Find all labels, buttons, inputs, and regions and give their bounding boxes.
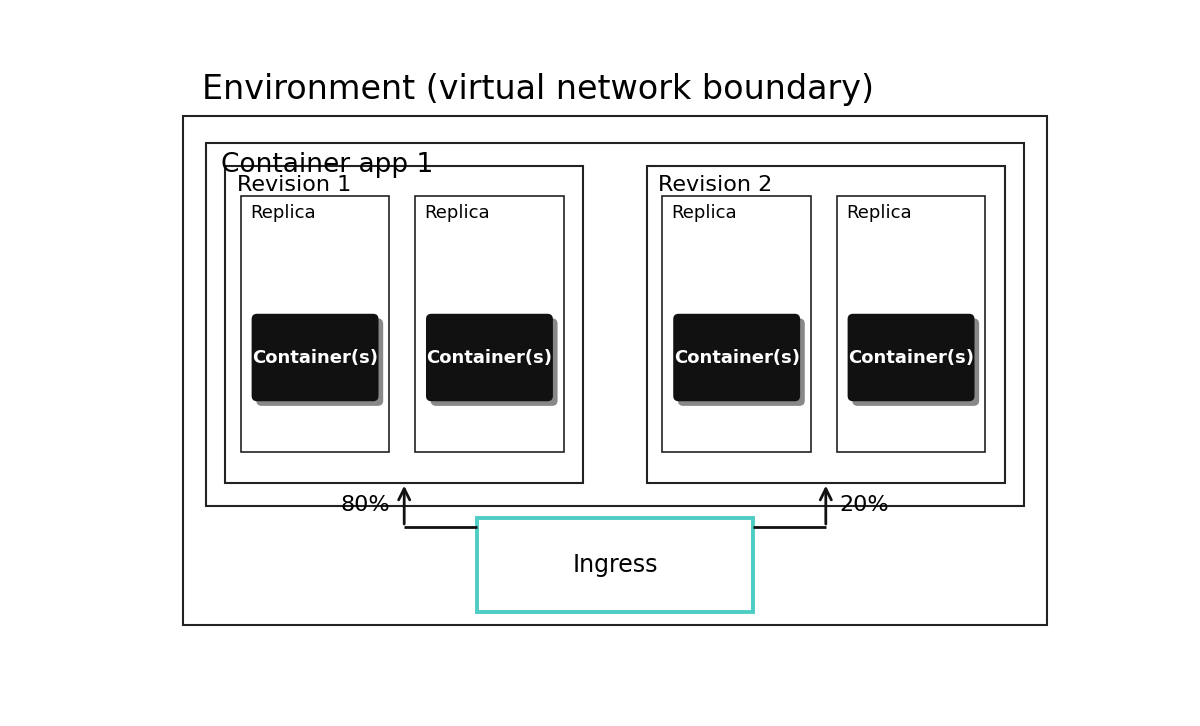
FancyBboxPatch shape — [673, 314, 800, 401]
Bar — [206, 142, 1025, 506]
Bar — [415, 197, 564, 452]
FancyBboxPatch shape — [852, 319, 979, 406]
Bar — [226, 166, 583, 483]
Text: Replica: Replica — [846, 204, 912, 222]
Text: Container app 1: Container app 1 — [221, 152, 433, 178]
FancyBboxPatch shape — [431, 319, 558, 406]
FancyBboxPatch shape — [847, 314, 974, 401]
Text: Replica: Replica — [425, 204, 490, 222]
Text: 80%: 80% — [341, 495, 390, 515]
Text: Environment (virtual network boundary): Environment (virtual network boundary) — [202, 73, 874, 107]
Text: Revision 1: Revision 1 — [236, 175, 352, 195]
Text: Container(s): Container(s) — [848, 348, 974, 367]
Bar — [662, 197, 811, 452]
Bar — [647, 166, 1004, 483]
Text: Replica: Replica — [672, 204, 737, 222]
FancyBboxPatch shape — [252, 314, 378, 401]
Text: 20%: 20% — [840, 495, 889, 515]
Bar — [241, 197, 390, 452]
Text: Ingress: Ingress — [572, 553, 658, 577]
Bar — [836, 197, 985, 452]
FancyBboxPatch shape — [426, 314, 553, 401]
FancyBboxPatch shape — [678, 319, 805, 406]
Text: Revision 2: Revision 2 — [659, 175, 773, 195]
FancyBboxPatch shape — [257, 319, 383, 406]
Text: Replica: Replica — [250, 204, 316, 222]
Text: Container(s): Container(s) — [252, 348, 378, 367]
Text: Container(s): Container(s) — [426, 348, 552, 367]
Text: Container(s): Container(s) — [673, 348, 799, 367]
Bar — [478, 518, 752, 612]
